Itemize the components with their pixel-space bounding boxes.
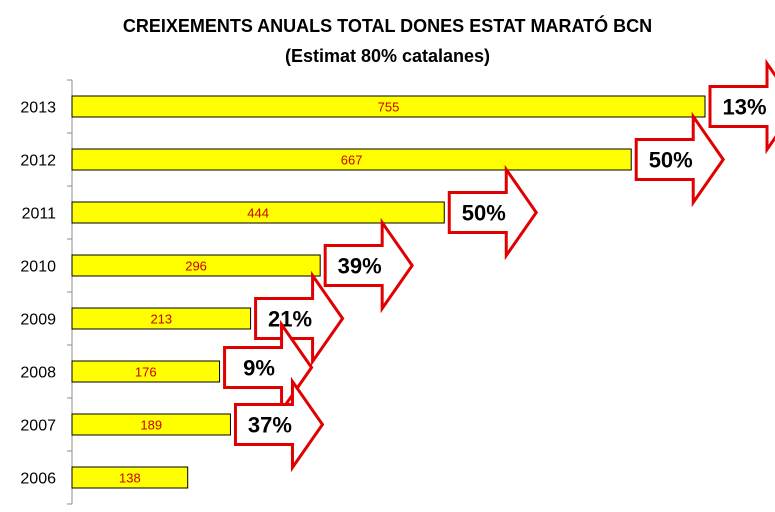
growth-label: 21% [268,307,312,332]
value-label: 176 [135,365,157,380]
growth-arrow-2013 [708,58,775,155]
value-label: 755 [378,100,400,115]
growth-label: 37% [248,413,292,438]
bar-2011 [71,201,445,224]
growth-label: 9% [243,356,275,381]
growth-arrow-2012 [634,111,726,208]
category-label: 2011 [22,206,57,223]
value-label: 189 [140,418,162,433]
bar-2007 [71,413,231,436]
bar-2013 [71,95,706,118]
bar-2006 [71,466,189,489]
growth-arrow-2007 [233,376,325,473]
category-label: 2008 [20,365,56,382]
value-label: 444 [247,206,269,221]
growth-label: 50% [649,148,693,173]
growth-arrow-2011 [447,164,539,261]
value-label: 213 [150,312,172,327]
growth-label: 50% [462,201,506,226]
chart-subtitle: (Estimat 80% catalanes) [284,46,491,66]
growth-label: 39% [338,254,382,279]
bar-2010 [71,254,321,277]
category-label: 2009 [20,312,56,329]
growth-label: 13% [722,95,766,120]
category-label: 2013 [20,100,56,117]
chart-title: CREIXEMENTS ANUALS TOTAL DONES ESTAT MAR… [122,16,653,36]
category-label: 2006 [20,471,56,488]
bar-2009 [71,307,252,330]
bar-2012 [71,148,632,171]
growth-arrow-2010 [323,217,414,314]
category-label: 2007 [20,418,56,435]
value-label: 667 [341,153,363,168]
growth-arrow-2009 [254,270,345,367]
bar-2008 [71,360,221,383]
value-label: 138 [119,471,141,486]
category-label: 2012 [20,153,56,170]
category-label: 2010 [20,259,56,276]
value-label: 296 [185,259,207,274]
